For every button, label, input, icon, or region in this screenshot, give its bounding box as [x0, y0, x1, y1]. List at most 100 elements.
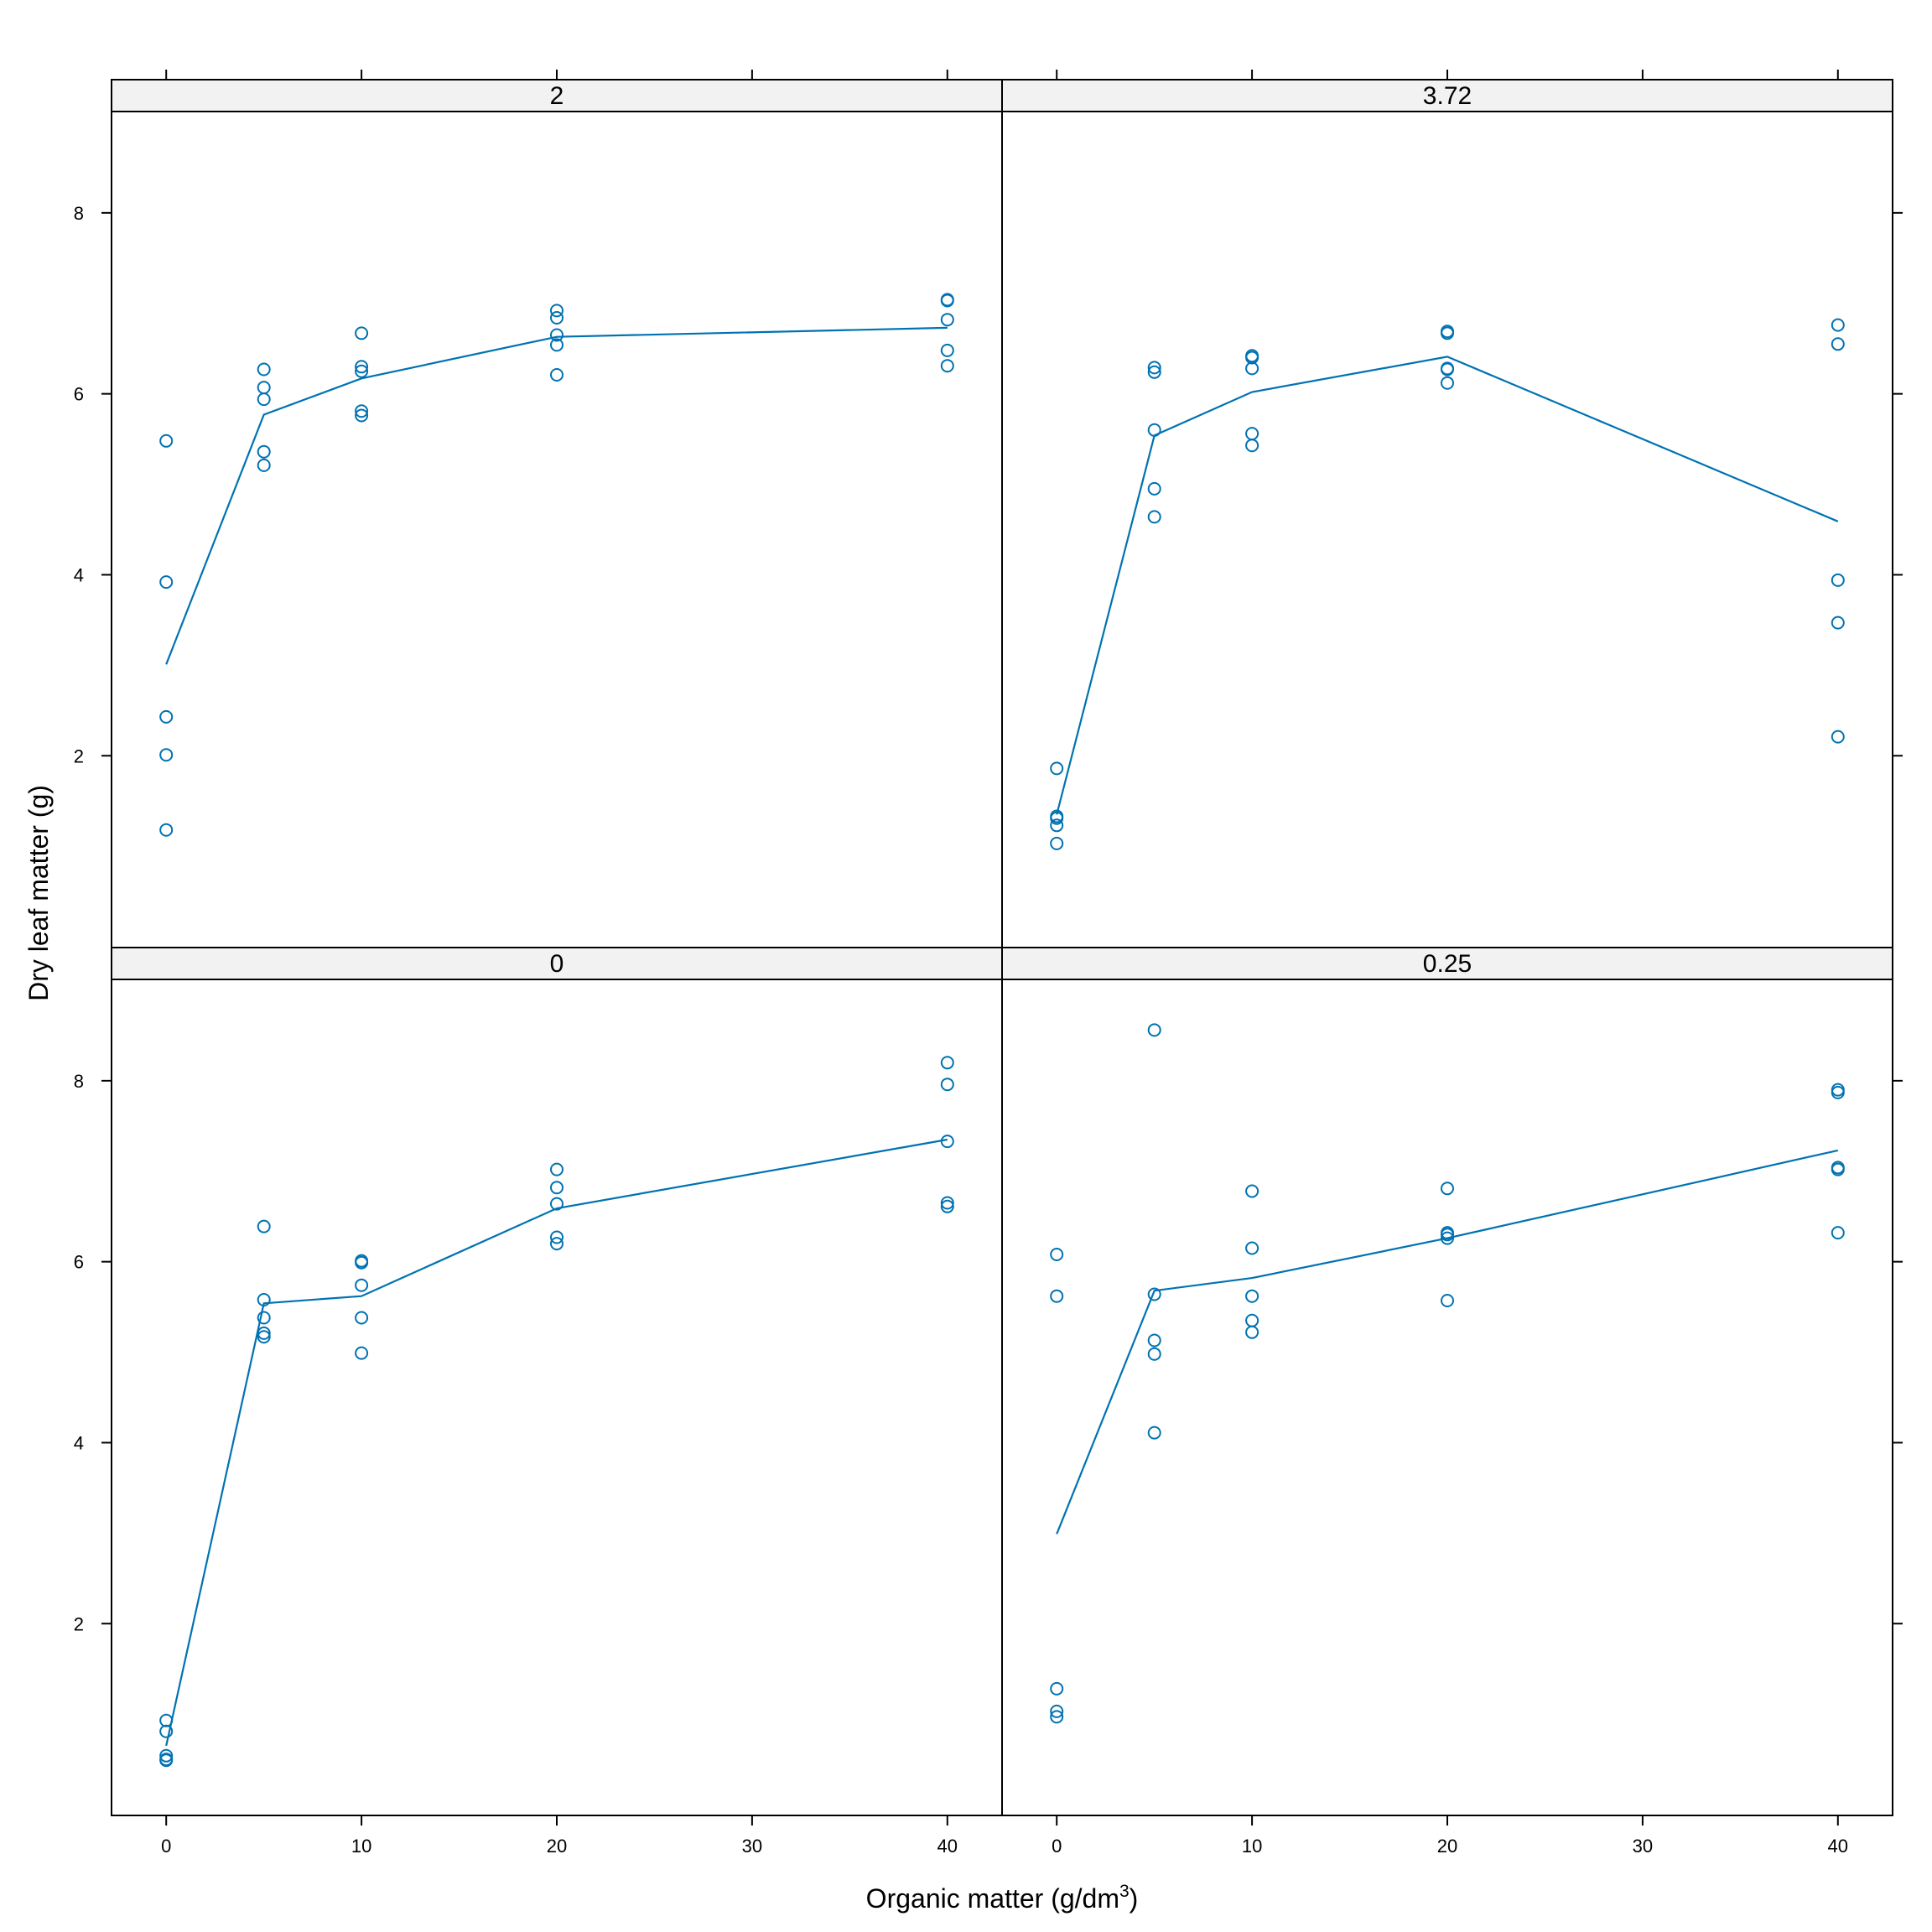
data-point: [1050, 836, 1064, 850]
data-point: [257, 458, 271, 472]
x-axis-title-superscript: 3: [1119, 1882, 1130, 1901]
y-tick-label: 6: [74, 1252, 84, 1273]
data-point: [1050, 811, 1064, 825]
panel-1: 3.72: [1001, 79, 1893, 948]
data-point: [550, 328, 564, 342]
panel-strip: [1001, 947, 1893, 980]
data-point: [550, 1181, 564, 1195]
data-point: [1147, 1333, 1161, 1348]
data-point: [355, 1311, 369, 1325]
x-axis-title: Organic matter (g/dm3): [866, 1882, 1139, 1914]
data-point: [1831, 318, 1845, 332]
x-tick-label: 20: [547, 1836, 567, 1857]
data-point: [1050, 761, 1064, 776]
panel-border: [111, 111, 1003, 948]
data-point: [550, 1197, 564, 1211]
y-axis-title: Dry leaf matter (g): [23, 785, 54, 1001]
data-point: [1831, 337, 1845, 351]
data-point: [257, 1326, 271, 1340]
data-point: [1441, 1228, 1454, 1242]
panel-border: [1001, 979, 1893, 1816]
panel-strip-label: 3.72: [1423, 82, 1472, 110]
data-point: [1050, 1710, 1064, 1724]
data-point: [550, 311, 564, 325]
data-point: [355, 408, 369, 423]
data-point: [940, 313, 954, 327]
y-tick-label: 2: [74, 1613, 84, 1634]
x-tick-label: 40: [1828, 1836, 1848, 1857]
panel-strip-label: 2: [550, 82, 564, 110]
data-point: [550, 1237, 564, 1251]
data-point: [550, 368, 564, 382]
data-point: [1831, 573, 1845, 587]
data-point: [940, 1196, 954, 1210]
data-point: [940, 1056, 954, 1070]
y-tick-label: 8: [74, 203, 84, 224]
data-point: [1245, 1241, 1259, 1255]
data-point: [1245, 361, 1259, 376]
data-point: [1245, 427, 1259, 441]
data-point: [1147, 1023, 1161, 1037]
data-point: [1050, 1248, 1064, 1261]
data-point: [1245, 1289, 1259, 1303]
x-tick-label: 0: [1052, 1836, 1062, 1857]
data-point: [1147, 361, 1161, 375]
data-point: [159, 709, 174, 724]
data-point: [1441, 1182, 1454, 1196]
data-point: [1147, 423, 1161, 437]
panel-mean-line: [165, 1138, 948, 1747]
data-point: [159, 434, 174, 448]
data-point: [1050, 1289, 1064, 1303]
x-tick-label: 30: [742, 1836, 762, 1857]
data-point: [159, 1753, 174, 1768]
data-point: [1245, 1313, 1259, 1327]
panel-0: 2: [111, 79, 1003, 948]
data-point: [940, 1135, 954, 1149]
data-point: [257, 1293, 271, 1306]
data-point: [1147, 1426, 1161, 1440]
data-point: [550, 338, 564, 352]
data-point: [940, 293, 954, 308]
panel-border: [1001, 111, 1893, 948]
x-tick-label: 30: [1633, 1836, 1653, 1857]
data-point: [159, 748, 174, 762]
x-tick-label: 10: [1242, 1836, 1262, 1857]
data-point: [1147, 481, 1161, 496]
data-point: [257, 1330, 271, 1344]
data-point: [257, 362, 271, 377]
y-tick-label: 4: [74, 1432, 84, 1453]
data-point: [1441, 362, 1454, 377]
y-tick-label: 8: [74, 1071, 84, 1092]
x-tick-label: 10: [351, 1836, 371, 1857]
panel-strip-label: 0: [550, 950, 564, 978]
panel-mean-line: [1056, 1149, 1839, 1535]
data-point: [1147, 365, 1161, 379]
y-tick-label: 4: [74, 564, 84, 585]
data-point: [257, 1311, 271, 1325]
x-tick-label: 40: [937, 1836, 958, 1857]
x-axis-title-text: Organic matter (g/dm: [866, 1883, 1119, 1914]
data-point: [1050, 1704, 1064, 1718]
data-point: [1831, 1162, 1845, 1176]
data-point: [1831, 1226, 1845, 1240]
data-point: [1147, 1347, 1161, 1361]
data-point: [1441, 376, 1454, 390]
panel-mean-line: [1056, 356, 1839, 815]
data-point: [1441, 1231, 1454, 1245]
panel-2: 0: [111, 947, 1003, 1816]
data-point: [355, 326, 369, 340]
data-point: [1147, 510, 1161, 524]
data-point: [550, 1230, 564, 1244]
data-point: [159, 575, 174, 589]
x-axis-title-suffix: ): [1130, 1883, 1139, 1914]
data-point: [550, 1162, 564, 1176]
data-point: [1245, 351, 1259, 365]
panel-border: [111, 979, 1003, 1816]
data-point: [1441, 1294, 1454, 1307]
data-point: [940, 343, 954, 357]
data-point: [257, 392, 271, 407]
data-point: [550, 304, 564, 318]
data-point: [159, 1748, 174, 1763]
